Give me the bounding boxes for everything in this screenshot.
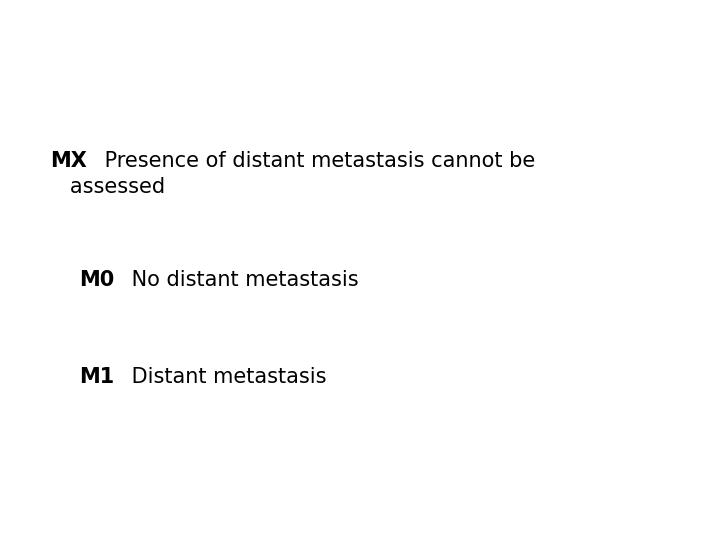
Text: No distant metastasis: No distant metastasis	[125, 270, 359, 290]
Text: assessed: assessed	[50, 178, 166, 198]
Text: Presence of distant metastasis cannot be: Presence of distant metastasis cannot be	[98, 151, 535, 171]
Text: M0: M0	[79, 270, 114, 290]
Text: M1: M1	[79, 367, 114, 387]
Text: Distant metastasis: Distant metastasis	[125, 367, 326, 387]
Text: MX: MX	[50, 151, 87, 171]
